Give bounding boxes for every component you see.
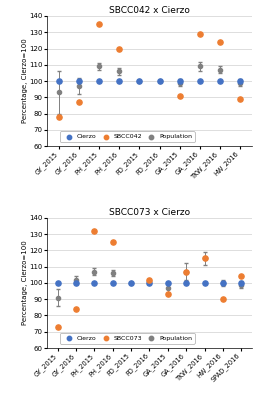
Cierzo <box>239 280 243 286</box>
SBCC042 <box>238 96 242 102</box>
Cierzo <box>129 280 133 286</box>
SBCC042 <box>77 99 81 106</box>
Cierzo <box>111 280 115 286</box>
Cierzo <box>238 78 242 84</box>
Legend: Cierzo, SBCC042, Population: Cierzo, SBCC042, Population <box>60 131 195 142</box>
Cierzo <box>97 78 101 84</box>
Title: SBCC042 x Cierzo: SBCC042 x Cierzo <box>109 6 190 15</box>
Y-axis label: Percentage, Cierzo=100: Percentage, Cierzo=100 <box>22 240 28 325</box>
Cierzo <box>56 280 60 286</box>
Cierzo <box>178 78 182 84</box>
Cierzo <box>92 280 96 286</box>
SBCC042 <box>198 31 202 37</box>
SBCC042 <box>97 21 101 27</box>
SBCC073 <box>111 239 115 246</box>
Cierzo <box>166 280 170 286</box>
Cierzo <box>158 78 162 84</box>
Cierzo <box>74 280 78 286</box>
SBCC042 <box>57 114 61 120</box>
Cierzo <box>218 78 222 84</box>
SBCC073 <box>56 324 60 330</box>
SBCC073 <box>239 273 243 280</box>
SBCC073 <box>147 276 152 283</box>
SBCC042 <box>117 45 121 52</box>
SBCC073 <box>92 228 96 234</box>
SBCC073 <box>221 296 225 302</box>
Cierzo <box>184 280 188 286</box>
Cierzo <box>77 78 81 84</box>
SBCC073 <box>74 306 78 312</box>
SBCC042 <box>218 39 222 45</box>
SBCC042 <box>178 92 182 99</box>
Cierzo <box>221 280 225 286</box>
Cierzo <box>57 78 61 84</box>
Legend: Cierzo, SBCC073, Population: Cierzo, SBCC073, Population <box>60 333 195 344</box>
Y-axis label: Percentage, Cierzo=100: Percentage, Cierzo=100 <box>22 39 28 124</box>
Cierzo <box>198 78 202 84</box>
Cierzo <box>203 280 207 286</box>
Title: SBCC073 x Cierzo: SBCC073 x Cierzo <box>109 208 190 217</box>
Cierzo <box>117 78 121 84</box>
Cierzo <box>137 78 141 84</box>
SBCC073 <box>184 268 188 275</box>
Cierzo <box>147 280 152 286</box>
SBCC073 <box>203 255 207 262</box>
SBCC073 <box>166 291 170 298</box>
